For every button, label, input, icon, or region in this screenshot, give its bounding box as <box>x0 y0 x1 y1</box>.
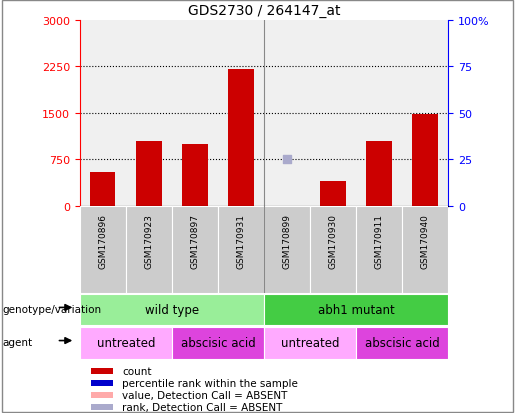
Text: abh1 mutant: abh1 mutant <box>318 303 394 316</box>
Text: GSM170930: GSM170930 <box>329 214 337 268</box>
Text: GSM170923: GSM170923 <box>144 214 153 268</box>
Bar <box>91 404 113 410</box>
Bar <box>218 206 264 293</box>
Bar <box>356 327 448 358</box>
Bar <box>356 206 402 293</box>
Bar <box>126 206 172 293</box>
Text: GSM170897: GSM170897 <box>191 214 199 268</box>
Bar <box>80 206 126 293</box>
Text: percentile rank within the sample: percentile rank within the sample <box>123 378 298 388</box>
Bar <box>310 206 356 293</box>
Bar <box>91 368 113 374</box>
Bar <box>264 294 448 325</box>
Text: count: count <box>123 366 152 376</box>
Bar <box>136 141 162 206</box>
Text: wild type: wild type <box>145 303 199 316</box>
Bar <box>91 392 113 398</box>
Bar <box>91 380 113 386</box>
Bar <box>80 294 264 325</box>
Text: GSM170899: GSM170899 <box>282 214 291 268</box>
Bar <box>264 327 356 358</box>
Text: genotype/variation: genotype/variation <box>3 304 101 314</box>
Bar <box>402 206 448 293</box>
Bar <box>228 70 253 206</box>
Bar <box>320 182 346 206</box>
Bar <box>264 206 310 293</box>
Text: value, Detection Call = ABSENT: value, Detection Call = ABSENT <box>123 390 288 400</box>
Bar <box>182 145 208 206</box>
Text: untreated: untreated <box>97 336 155 349</box>
Text: agent: agent <box>3 337 32 347</box>
Title: GDS2730 / 264147_at: GDS2730 / 264147_at <box>187 4 340 18</box>
Text: rank, Detection Call = ABSENT: rank, Detection Call = ABSENT <box>123 401 283 411</box>
Text: untreated: untreated <box>281 336 339 349</box>
Bar <box>172 206 218 293</box>
Text: GSM170931: GSM170931 <box>236 214 246 268</box>
Bar <box>366 141 392 206</box>
Bar <box>172 327 264 358</box>
Bar <box>90 173 115 206</box>
Bar <box>80 327 172 358</box>
Bar <box>413 115 438 206</box>
Text: abscisic acid: abscisic acid <box>181 336 255 349</box>
Text: GSM170896: GSM170896 <box>98 214 107 268</box>
Text: abscisic acid: abscisic acid <box>365 336 439 349</box>
Point <box>283 157 291 164</box>
Text: GSM170940: GSM170940 <box>421 214 430 268</box>
Text: GSM170911: GSM170911 <box>374 214 384 268</box>
